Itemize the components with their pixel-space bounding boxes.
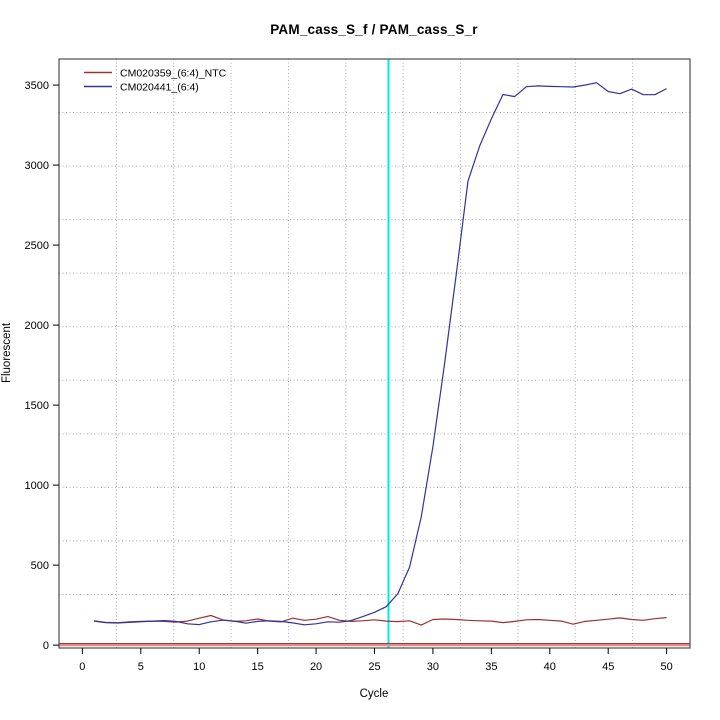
x-axis-title: Cycle bbox=[359, 688, 389, 700]
plot-border bbox=[58, 58, 691, 649]
x-tick-label: 10 bbox=[193, 661, 205, 673]
chart-title: PAM_cass_S_f / PAM_cass_S_r bbox=[270, 22, 478, 37]
x-tick-label: 15 bbox=[252, 661, 264, 673]
y-tick-label: 500 bbox=[31, 560, 49, 572]
x-tick-label: 35 bbox=[485, 661, 497, 673]
legend-label-ntc: CM020359_(6:4)_NTC bbox=[120, 68, 227, 80]
y-axis: 0 500 1000 1500 2000 2500 3000 3500 bbox=[25, 80, 59, 652]
x-tick-label: 25 bbox=[368, 661, 380, 673]
x-tick-label: 45 bbox=[602, 661, 614, 673]
x-tick-label: 20 bbox=[310, 661, 322, 673]
y-axis-title: Fluorescent bbox=[1, 322, 13, 384]
x-tick-label: 30 bbox=[427, 661, 439, 673]
series-line-1 bbox=[94, 82, 667, 626]
y-tick-label: 1500 bbox=[25, 400, 49, 412]
y-tick-label: 0 bbox=[43, 640, 49, 652]
series-line-0 bbox=[94, 614, 667, 626]
x-tick-label: 0 bbox=[79, 661, 85, 673]
y-tick-label: 1000 bbox=[25, 480, 49, 492]
series-layer bbox=[94, 82, 667, 626]
legend-label-sample: CM020441_(6:4) bbox=[120, 82, 199, 94]
y-tick-label: 3500 bbox=[25, 80, 49, 92]
y-tick-label: 3000 bbox=[25, 160, 49, 172]
y-tick-label: 2500 bbox=[25, 240, 49, 252]
y-tick-label: 2000 bbox=[25, 320, 49, 332]
x-tick-label: 40 bbox=[544, 661, 556, 673]
legend: CM020359_(6:4)_NTC CM020441_(6:4) bbox=[84, 68, 227, 94]
x-tick-label: 5 bbox=[138, 661, 144, 673]
x-axis: 0 5 10 15 20 25 30 35 40 45 50 bbox=[79, 648, 673, 673]
grid-layer bbox=[59, 59, 690, 648]
x-tick-label: 50 bbox=[661, 661, 673, 673]
